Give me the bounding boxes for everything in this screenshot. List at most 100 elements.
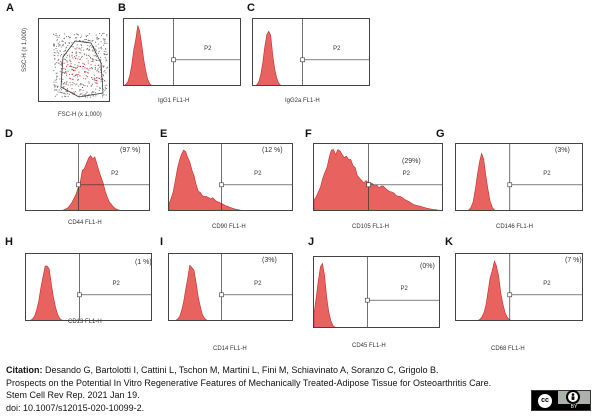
scatter-point [82, 68, 84, 70]
scatter-point [61, 68, 62, 70]
scatter-point [98, 71, 100, 73]
gate-label-f: P2 [403, 171, 411, 177]
gate-label-h: P2 [112, 281, 120, 287]
scatter-point [95, 95, 97, 97]
scatter-point [71, 55, 73, 57]
scatter-point [102, 96, 104, 98]
scatter-point [76, 37, 78, 39]
panel-letter-a: A [6, 2, 14, 14]
scatter-point [86, 36, 87, 38]
scatter-point [104, 90, 106, 92]
scatter-point [66, 60, 68, 62]
scatter-point [92, 49, 94, 51]
scatter-point [65, 68, 66, 70]
scatter-point [66, 74, 68, 76]
scatter-point [71, 54, 73, 56]
scatter-point [105, 48, 107, 50]
scatter-point [73, 91, 75, 93]
scatter-point [68, 93, 70, 95]
scatter-point [78, 47, 80, 49]
gate-label-d: P2 [111, 171, 119, 177]
scatter-point [82, 87, 83, 88]
panel-c-xlabel: IgG2a FL1-H [285, 98, 320, 104]
scatter-point [100, 56, 101, 58]
scatter-point [83, 49, 84, 51]
scatter-point [95, 41, 96, 43]
scatter-point [97, 68, 99, 70]
scatter-point [53, 33, 55, 35]
scatter-point [100, 71, 102, 73]
panel-letter-i: I [160, 236, 164, 248]
panel-h-xlabel: CD13 FL1-H [68, 319, 102, 325]
panel-letter-g: G [436, 128, 445, 140]
scatter-point [76, 47, 78, 49]
scatter-point [70, 65, 72, 67]
histogram-g [467, 152, 496, 210]
panel-j-plot: P2 [313, 256, 440, 328]
scatter-point [91, 46, 93, 48]
scatter-point [77, 65, 79, 67]
scatter-point [59, 91, 61, 93]
scatter-point [103, 94, 105, 96]
scatter-point [86, 76, 88, 78]
scatter-point [54, 89, 56, 91]
scatter-point [53, 45, 55, 47]
scatter-point [97, 52, 99, 54]
scatter-point [79, 94, 81, 96]
scatter-point [78, 62, 80, 64]
scatter-point [105, 60, 107, 62]
scatter-gate-polygon [60, 40, 104, 98]
scatter-point [92, 91, 94, 93]
scatter-point [72, 79, 74, 81]
scatter-point [57, 85, 59, 87]
scatter-point [82, 89, 84, 91]
scatter-point [92, 46, 94, 48]
scatter-point [71, 45, 73, 47]
scatter-point [101, 62, 102, 64]
scatter-point [58, 62, 60, 64]
scatter-point [53, 51, 55, 53]
scatter-point [86, 54, 87, 56]
scatter-point [84, 71, 86, 73]
scatter-point [56, 50, 58, 52]
scatter-point [102, 38, 104, 40]
citation: Citation: Desando G, Bartolotti I, Catti… [6, 364, 526, 414]
scatter-point [71, 42, 73, 44]
scatter-point [88, 40, 90, 41]
scatter-point [100, 78, 102, 80]
scatter-point [103, 38, 105, 40]
scatter-point [54, 86, 56, 88]
scatter-point [92, 39, 94, 41]
panel-a-ylabel: SSC-H (x 1,000) [22, 27, 28, 72]
scatter-point [80, 45, 82, 46]
scatter-point [68, 77, 70, 79]
panel-e-percent: (12 %) [262, 147, 283, 154]
scatter-point [72, 69, 74, 71]
scatter-point [101, 46, 102, 48]
scatter-point [79, 48, 81, 50]
by-label: BY [558, 404, 590, 410]
scatter-point [64, 33, 66, 35]
scatter-point [87, 68, 89, 70]
scatter-point [75, 55, 77, 57]
scatter-point [61, 96, 63, 98]
scatter-point [69, 66, 71, 67]
scatter-point [104, 38, 106, 40]
scatter-point [96, 82, 98, 84]
scatter-point [104, 70, 106, 72]
scatter-point [57, 91, 59, 93]
scatter-point [63, 50, 65, 52]
scatter-point [91, 61, 93, 62]
panel-letter-b: B [118, 2, 126, 14]
scatter-point [104, 41, 106, 43]
scatter-point [54, 55, 56, 56]
scatter-point [98, 50, 100, 52]
scatter-point [64, 50, 66, 52]
scatter-point [102, 78, 104, 80]
cc-icon: cc [536, 392, 554, 410]
scatter-point [65, 93, 67, 95]
scatter-point [80, 37, 82, 39]
scatter-point [82, 95, 83, 97]
gate-handle-c [300, 57, 305, 63]
scatter-point [59, 50, 61, 52]
